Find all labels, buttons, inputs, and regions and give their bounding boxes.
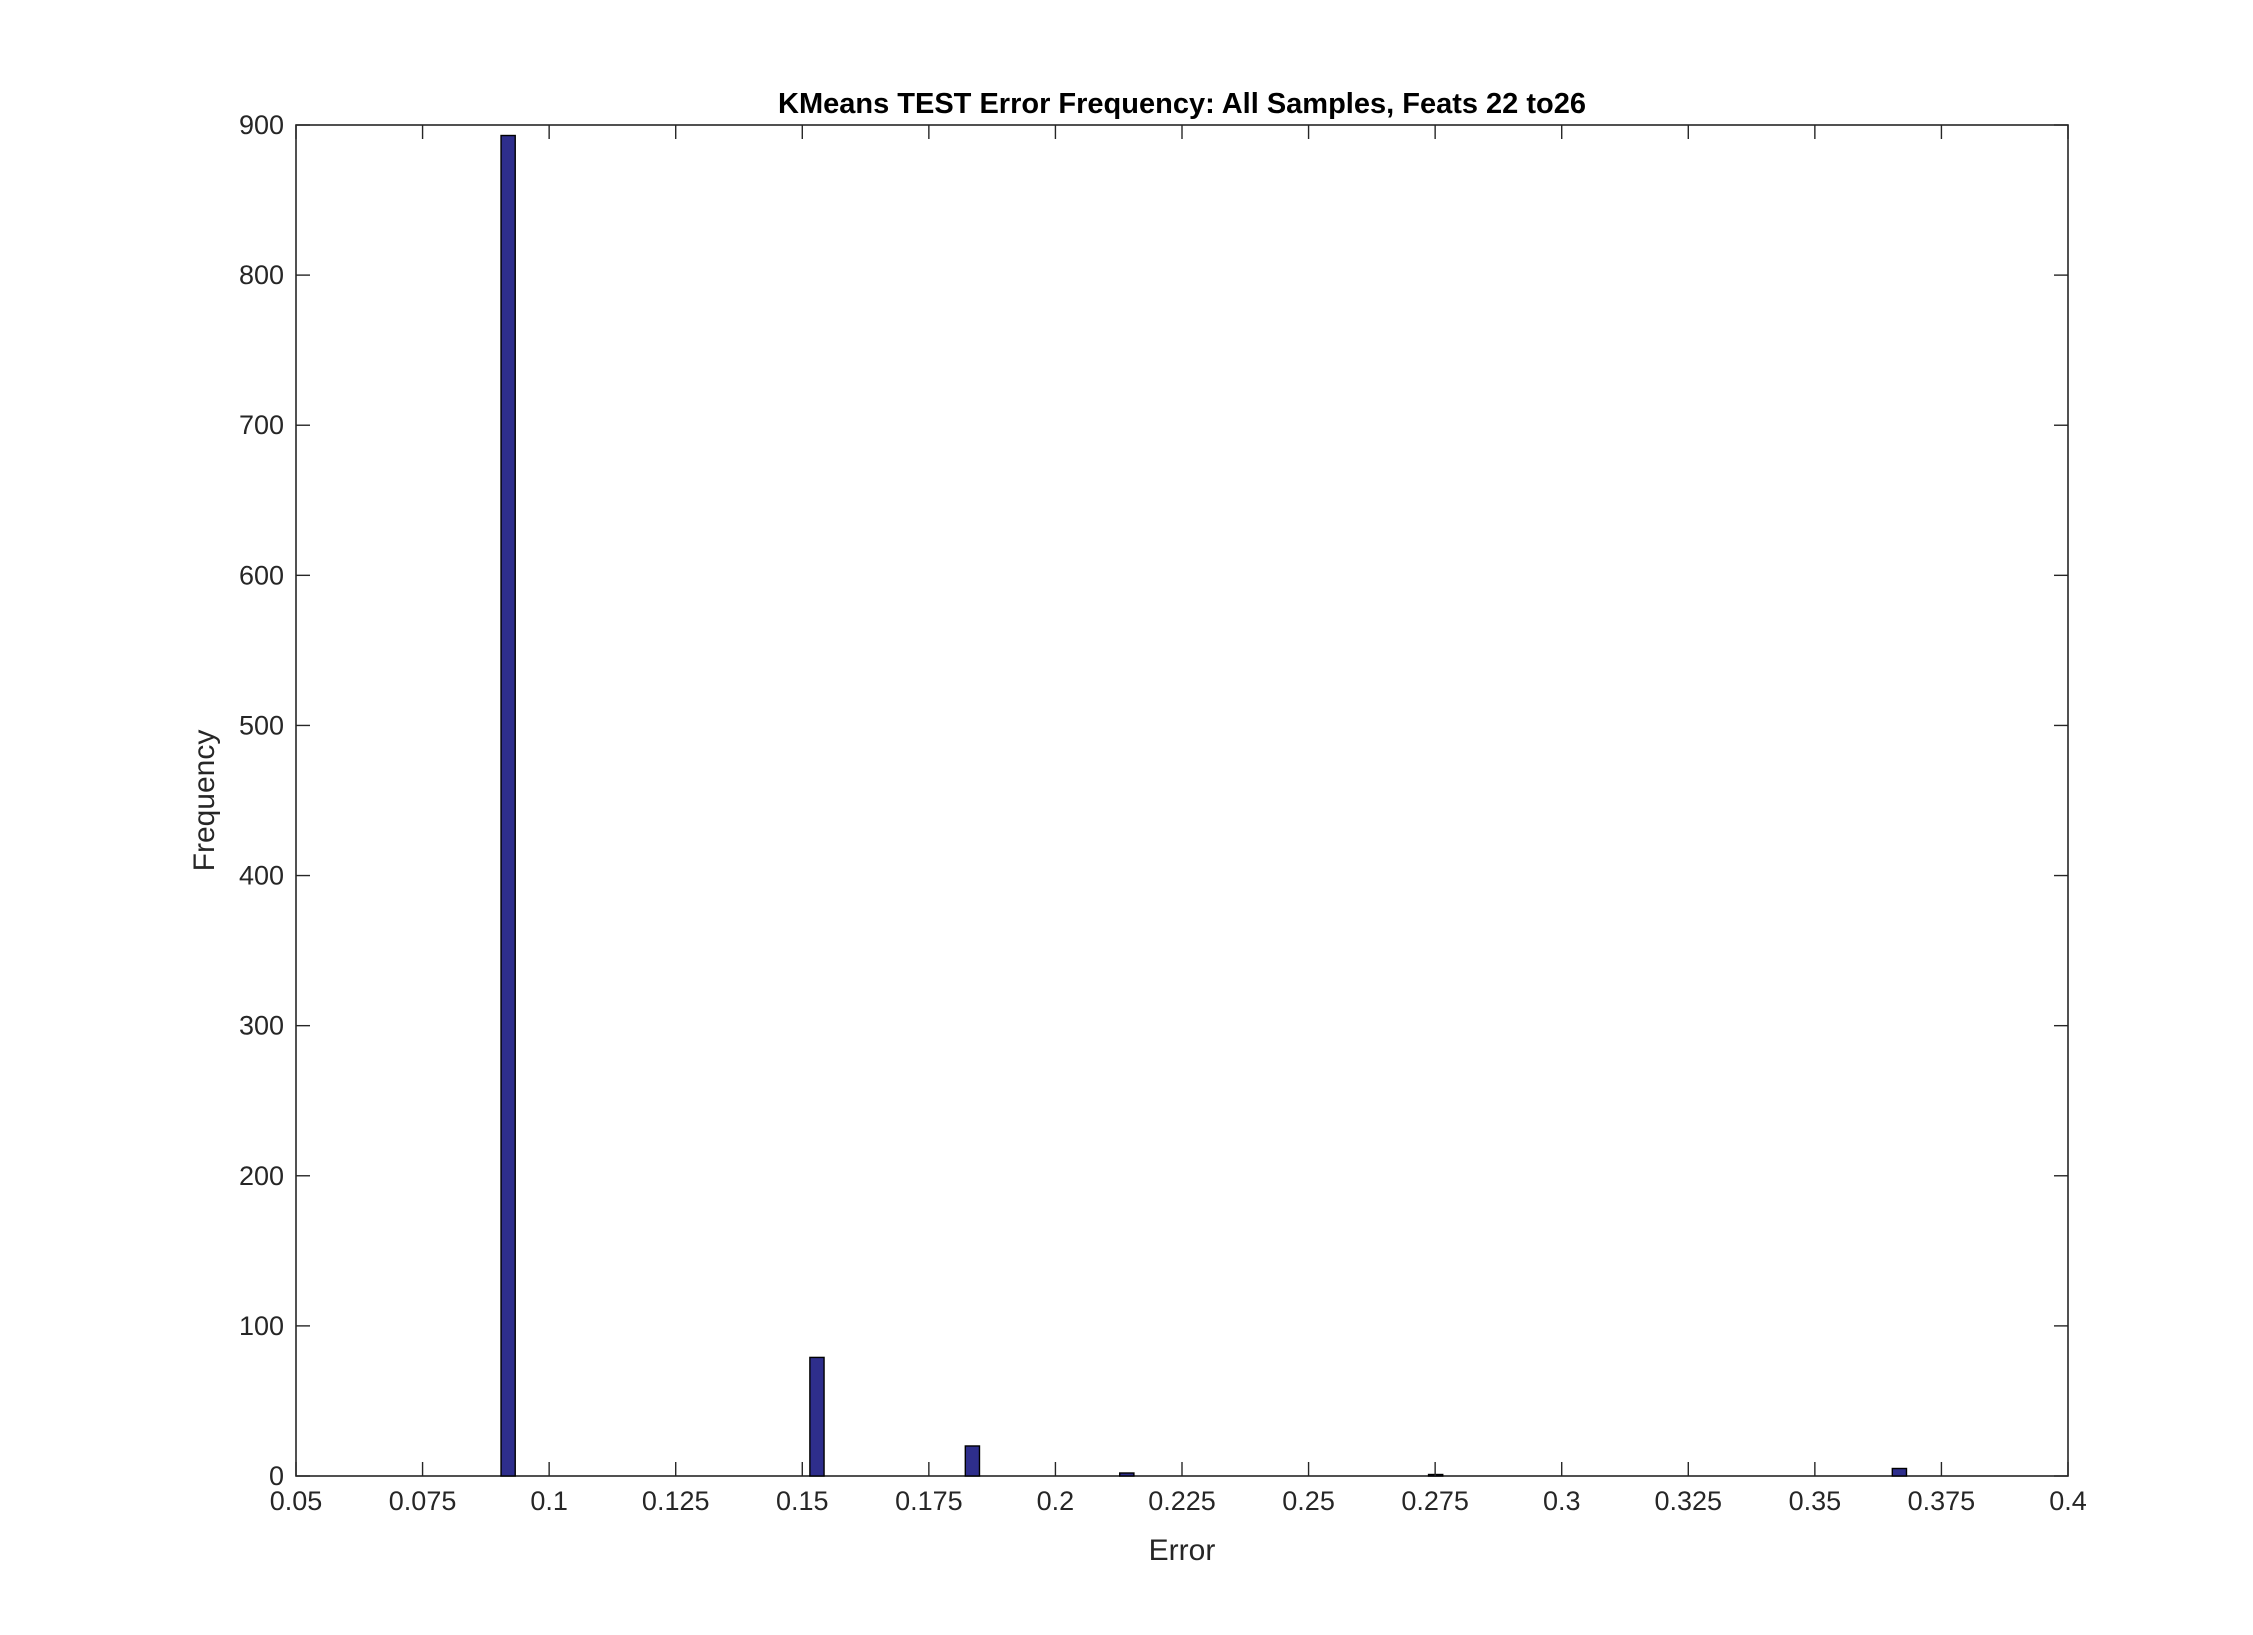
bars-group bbox=[500, 134, 1908, 1477]
y-tick-label: 700 bbox=[239, 410, 284, 440]
y-tick-label: 900 bbox=[239, 110, 284, 140]
y-tick-label: 800 bbox=[239, 260, 284, 290]
y-tick-label: 300 bbox=[239, 1011, 284, 1041]
y-tick-label: 600 bbox=[239, 560, 284, 590]
x-tick-label: 0.15 bbox=[776, 1486, 829, 1516]
x-tick-label: 0.075 bbox=[389, 1486, 457, 1516]
y-axis-ticks: 0 100 200 300 400 500 600 700 800 900 bbox=[239, 110, 2068, 1491]
x-tick-label: 0.05 bbox=[270, 1486, 323, 1516]
x-tick-label: 0.4 bbox=[2049, 1486, 2087, 1516]
plot-area: 0.05 0.075 0.1 0.125 0.15 0.175 0.2 0.225 0.25 0.… bbox=[239, 110, 2087, 1516]
x-tick-label: 0.25 bbox=[1282, 1486, 1335, 1516]
y-tick-label: 500 bbox=[239, 710, 284, 740]
y-axis-label: Frequency bbox=[188, 730, 221, 872]
chart-title: KMeans TEST Error Frequency: All Samples… bbox=[778, 88, 1586, 120]
y-tick-label: 100 bbox=[239, 1311, 284, 1341]
x-tick-label: 0.3 bbox=[1543, 1486, 1581, 1516]
x-axis-ticks: 0.05 0.075 0.1 0.125 0.15 0.175 0.2 0.225 0.25 0.… bbox=[270, 125, 2087, 1516]
x-tick-label: 0.325 bbox=[1654, 1486, 1722, 1516]
axes-box bbox=[295, 124, 2069, 1477]
y-tick-label: 400 bbox=[239, 861, 284, 891]
x-tick-label: 0.2 bbox=[1037, 1486, 1075, 1516]
bar-2 bbox=[964, 1445, 981, 1477]
y-tick-label: 0 bbox=[269, 1461, 284, 1491]
x-tick-label: 0.225 bbox=[1148, 1486, 1216, 1516]
x-tick-label: 0.125 bbox=[642, 1486, 710, 1516]
bar-1 bbox=[809, 1356, 825, 1477]
x-tick-label: 0.175 bbox=[895, 1486, 963, 1516]
x-tick-label: 0.1 bbox=[530, 1486, 568, 1516]
x-tick-label: 0.375 bbox=[1908, 1486, 1976, 1516]
x-axis-label: Error bbox=[1149, 1534, 1216, 1567]
bar-5 bbox=[1891, 1467, 1908, 1477]
y-tick-label: 200 bbox=[239, 1161, 284, 1191]
x-tick-label: 0.35 bbox=[1789, 1486, 1842, 1516]
bar-0 bbox=[500, 134, 516, 1477]
bar-3 bbox=[1119, 1472, 1135, 1477]
x-tick-label: 0.275 bbox=[1401, 1486, 1469, 1516]
